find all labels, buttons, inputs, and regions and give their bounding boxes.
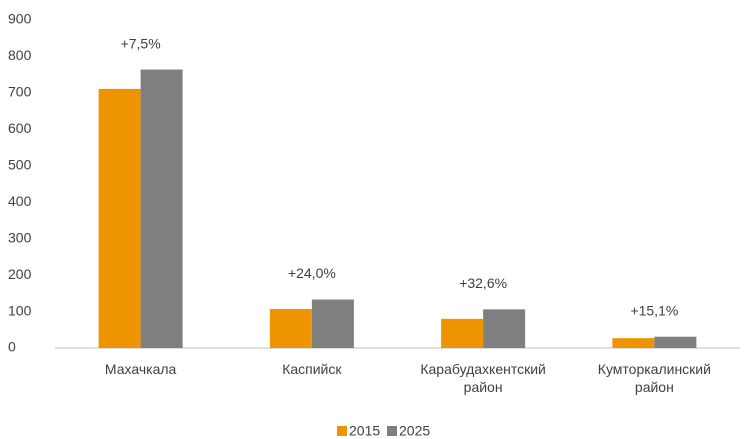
bar [269, 309, 312, 348]
annotation: +7,5% [121, 35, 161, 51]
legend-label: 2015 [349, 423, 380, 439]
bar [140, 69, 183, 348]
y-tick-label: 200 [8, 266, 32, 282]
x-tick-label: Махачкала [105, 361, 177, 377]
bar [98, 88, 141, 348]
y-tick-label: 600 [8, 120, 32, 136]
y-tick-label: 900 [8, 11, 32, 27]
annotation: +15,1% [630, 302, 678, 318]
legend-label: 2025 [399, 423, 430, 439]
y-tick-label: 0 [8, 339, 16, 355]
bar [483, 309, 526, 348]
annotation: +32,6% [459, 275, 507, 291]
y-tick-label: 300 [8, 229, 32, 245]
x-tick-label: Карабудахкентский район [420, 361, 546, 395]
legend-swatch [387, 426, 397, 436]
x-tick-label: Каспийск [282, 361, 342, 377]
bar [311, 299, 354, 348]
y-tick-label: 500 [8, 156, 32, 172]
legend-swatch [337, 426, 347, 436]
bar [441, 318, 484, 348]
y-tick-label: 400 [8, 193, 32, 209]
y-tick-label: 100 [8, 302, 32, 318]
x-tick-label: Кумторкалинский район [598, 361, 711, 395]
y-tick-label: 800 [8, 47, 32, 63]
annotation: +24,0% [288, 265, 336, 281]
bar [612, 338, 655, 348]
bar [654, 336, 697, 348]
y-tick-label: 700 [8, 84, 32, 100]
